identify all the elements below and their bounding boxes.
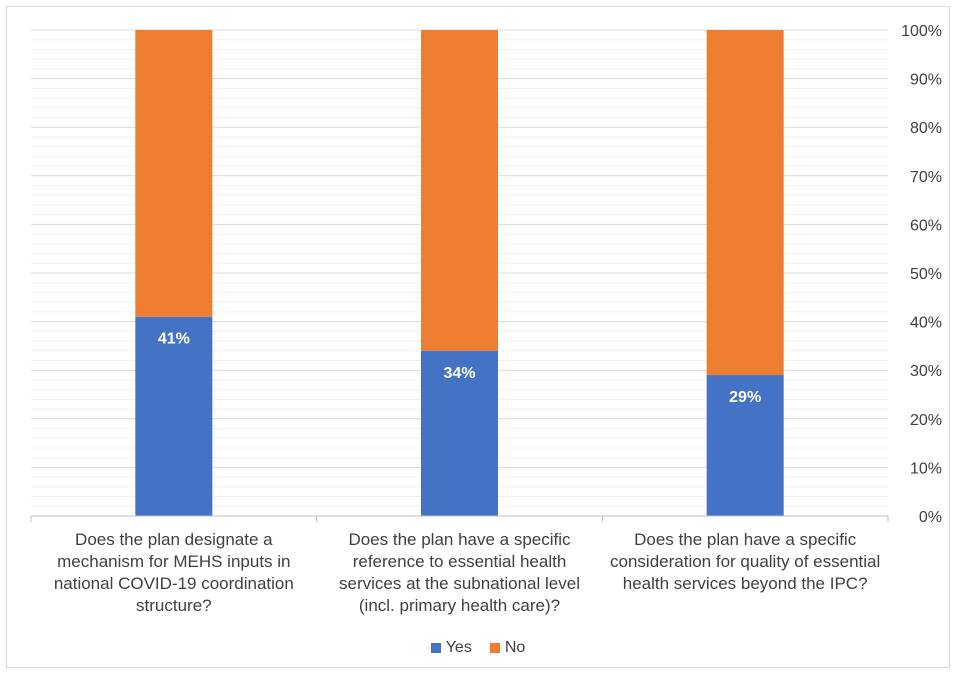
- bar-yes-1: [135, 316, 213, 516]
- legend-label-no: No: [504, 639, 526, 656]
- y-tick-label: 60%: [910, 217, 942, 234]
- bar-no-1: [135, 30, 213, 317]
- data-label-yes-3: 29%: [729, 389, 761, 406]
- category-label-1: Does the plan designate a mechanism for …: [53, 530, 294, 615]
- legend-item-yes: Yes: [430, 639, 472, 657]
- legend-item-no: No: [489, 639, 526, 657]
- legend-swatch-no: [489, 643, 500, 653]
- bar-yes-2: [421, 350, 498, 516]
- category-label-2: Does the plan have a specific reference …: [339, 530, 580, 615]
- category-label-3: Does the plan have a specific considerat…: [610, 530, 881, 593]
- bar-yes-3: [706, 375, 784, 516]
- legend: Yes No: [0, 639, 956, 657]
- bar-no-3: [706, 30, 784, 376]
- y-tick-label: 10%: [910, 460, 942, 477]
- y-tick-label: 100%: [901, 23, 942, 40]
- y-tick-label: 0%: [919, 509, 942, 526]
- data-label-yes-1: 41%: [158, 331, 190, 348]
- legend-label-yes: Yes: [445, 639, 472, 656]
- y-tick-label: 70%: [910, 169, 942, 186]
- y-tick-label: 20%: [910, 412, 942, 429]
- y-tick-label: 30%: [910, 363, 942, 380]
- y-tick-label: 80%: [910, 120, 942, 137]
- data-label-yes-2: 34%: [443, 365, 475, 382]
- legend-swatch-yes: [430, 643, 441, 653]
- y-tick-label: 90%: [910, 72, 942, 89]
- y-tick-label: 40%: [910, 315, 942, 332]
- y-tick-label: 50%: [910, 266, 942, 283]
- bar-no-2: [421, 30, 498, 351]
